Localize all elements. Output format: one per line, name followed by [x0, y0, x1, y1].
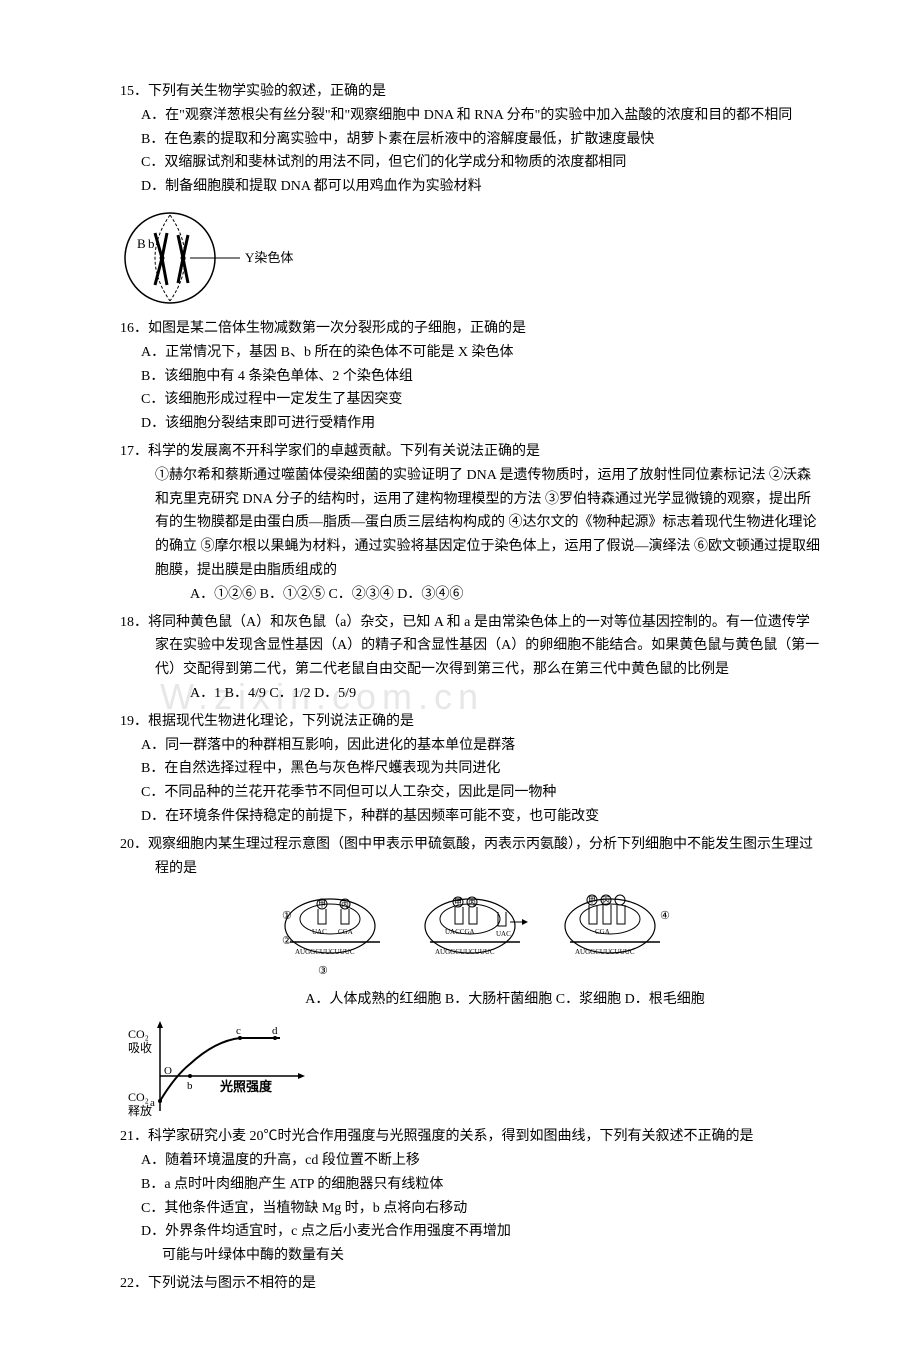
q20-opts: A．人体成熟的红细胞 B．大肠杆菌细胞 C．浆细胞 D．根毛细胞: [120, 988, 820, 1012]
q20-seq3: AUGGCUUCUUUC: [575, 948, 635, 956]
question-17: 17．科学的发展离不开科学家们的卓越贡献。下列有关说法正确的是 ①赫尔希和蔡斯通…: [120, 440, 820, 607]
q20-c2: ②: [282, 935, 292, 947]
q20-stem: 20．观察细胞内某生理过程示意图（图中甲表示甲硫氨酸，丙表示丙氨酸），分析下列细…: [120, 833, 820, 881]
q20-c3: ③: [318, 965, 328, 977]
q19-opt-b: B．在自然选择过程中，黑色与灰色桦尺蠖表现为共同进化: [120, 757, 820, 781]
q18-num: 18．: [120, 615, 148, 630]
q16-opt-b: B．该细胞中有 4 条染色单体、2 个染色体组: [120, 365, 820, 389]
question-21: 21．科学家研究小麦 20℃时光合作用强度与光照强度的关系，得到如图曲线，下列有…: [120, 1125, 820, 1268]
q15-opt-c: C．双缩脲试剂和斐林试剂的用法不同，但它们的化学成分和物质的浓度都相同: [120, 151, 820, 175]
q21-y2b: 释放: [128, 1103, 152, 1118]
q15-stem: 15．下列有关生物学实验的叙述，正确的是: [120, 80, 820, 104]
q16-opt-d: D．该细胞分裂结束即可进行受精作用: [120, 412, 820, 436]
q20-anti2: UACCGA: [445, 928, 475, 936]
q18-stem: 18．将同种黄色鼠（A）和灰色鼠（a）杂交，已知 A 和 a 是由常染色体上的一…: [120, 611, 820, 682]
q19-stem-text: 根据现代生物进化理论，下列说法正确的是: [148, 714, 414, 729]
q20-bing3: 丙: [602, 896, 610, 905]
y-chromosome-label: Y染色体: [245, 250, 293, 265]
question-22: 22．下列说法与图示不相符的是: [120, 1272, 820, 1296]
question-19: 19．根据现代生物进化理论，下列说法正确的是 A．同一群落中的种群相互影响，因此…: [120, 710, 820, 829]
q20-cga3: CGA: [595, 928, 610, 936]
q16-opt-c: C．该细胞形成过程中一定发生了基因突变: [120, 388, 820, 412]
q15-opt-d: D．制备细胞膜和提取 DNA 都可以用鸡血作为实验材料: [120, 175, 820, 199]
q20-c4: ④: [660, 910, 670, 922]
question-18: 18．将同种黄色鼠（A）和灰色鼠（a）杂交，已知 A 和 a 是由常染色体上的一…: [120, 611, 820, 706]
q15-stem-text: 下列有关生物学实验的叙述，正确的是: [148, 84, 386, 99]
q19-opt-c: C．不同品种的兰花开花季节不同但可以人工杂交，因此是同一物种: [120, 781, 820, 805]
q22-stem-text: 下列说法与图示不相符的是: [148, 1276, 316, 1291]
q21-y2: CO₂: [128, 1090, 149, 1104]
q21-stem: 21．科学家研究小麦 20℃时光合作用强度与光照强度的关系，得到如图曲线，下列有…: [120, 1125, 820, 1149]
q18-stem-text: 将同种黄色鼠（A）和灰色鼠（a）杂交，已知 A 和 a 是由常染色体上的一对等位…: [148, 615, 819, 678]
q21-figure: CO₂ 吸收 CO₂ 释放 O a b c d 光照强度: [120, 1016, 820, 1121]
q17-stem: 17．科学的发展离不开科学家们的卓越贡献。下列有关说法正确的是: [120, 440, 820, 464]
q21-num: 21．: [120, 1129, 148, 1144]
q21-y1: CO₂: [128, 1027, 149, 1041]
question-15: 15．下列有关生物学实验的叙述，正确的是 A．在"观察洋葱根尖有丝分裂"和"观察…: [120, 80, 820, 199]
q16-figure: B b Y染色体: [120, 203, 820, 313]
translation-diagram-icon: ① ② ③ 甲 丙 UAC CGA AUGGCUUCUUUC 甲 丙: [240, 884, 700, 984]
q21-opt-d2: 可能与叶绿体中酶的数量有关: [120, 1244, 820, 1268]
q16-num: 16．: [120, 321, 148, 336]
q20-jia2: 甲: [454, 898, 462, 907]
q21-xlabel: 光照强度: [219, 1079, 273, 1094]
q20-uac-out: UAC: [496, 930, 511, 938]
q21-y1b: 吸收: [128, 1041, 152, 1055]
q17-stem-text: 科学的发展离不开科学家们的卓越贡献。下列有关说法正确的是: [148, 444, 540, 459]
q17-num: 17．: [120, 444, 148, 459]
q20-seq2: AUGGCUUCUUUC: [435, 948, 495, 956]
allele-b-label: b: [148, 236, 155, 251]
question-20: 20．观察细胞内某生理过程示意图（图中甲表示甲硫氨酸，丙表示丙氨酸），分析下列细…: [120, 833, 820, 1012]
q16-stem: 16．如图是某二倍体生物减数第一次分裂形成的子细胞，正确的是: [120, 317, 820, 341]
q20-figure: ① ② ③ 甲 丙 UAC CGA AUGGCUUCUUUC 甲 丙: [120, 884, 820, 984]
q21-O: O: [164, 1065, 172, 1077]
q21-opt-c: C．其他条件适宜，当植物缺 Mg 时，b 点将向右移动: [120, 1197, 820, 1221]
q15-opt-a: A．在"观察洋葱根尖有丝分裂"和"观察细胞中 DNA 和 RNA 分布"的实验中…: [120, 104, 820, 128]
q21-opt-d: D．外界条件均适宜时，c 点之后小麦光合作用强度不再增加: [120, 1220, 820, 1244]
q18-opts: A．1 B．4/9 C．1/2 D．5/9: [120, 682, 820, 706]
q21-b: b: [187, 1080, 193, 1092]
q22-num: 22．: [120, 1276, 148, 1291]
q22-stem: 22．下列说法与图示不相符的是: [120, 1272, 820, 1296]
q20-seq1: AUGGCUUCUUUC: [295, 948, 355, 956]
q20-num: 20．: [120, 837, 148, 852]
light-curve-icon: CO₂ 吸收 CO₂ 释放 O a b c d 光照强度: [120, 1016, 320, 1121]
q19-opt-d: D．在环境条件保持稳定的前提下，种群的基因频率可能不变，也可能改变: [120, 805, 820, 829]
q21-c: c: [236, 1025, 241, 1037]
q20-bing1: 丙: [341, 900, 349, 909]
q17-opts: A．①②⑥ B．①②⑤ C．②③④ D．③④⑥: [120, 583, 820, 607]
q21-d: d: [272, 1025, 278, 1037]
allele-B-label: B: [137, 236, 146, 251]
q16-opt-a: A．正常情况下，基因 B、b 所在的染色体不可能是 X 染色体: [120, 341, 820, 365]
q20-c1: ①: [282, 910, 292, 922]
q19-stem: 19．根据现代生物进化理论，下列说法正确的是: [120, 710, 820, 734]
question-16: 16．如图是某二倍体生物减数第一次分裂形成的子细胞，正确的是 A．正常情况下，基…: [120, 317, 820, 436]
q21-opt-a: A．随着环境温度的升高，cd 段位置不断上移: [120, 1149, 820, 1173]
cell-diagram-icon: B b Y染色体: [120, 203, 330, 313]
q20-uac1: UAC: [312, 928, 327, 936]
q19-num: 19．: [120, 714, 148, 729]
q17-body: ①赫尔希和蔡斯通过噬菌体侵染细菌的实验证明了 DNA 是遗传物质时，运用了放射性…: [120, 464, 820, 583]
q20-bing2: 丙: [468, 898, 476, 907]
q20-jia1: 甲: [318, 900, 326, 909]
q15-opt-b: B．在色素的提取和分离实验中，胡萝卜素在层析液中的溶解度最低，扩散速度最快: [120, 128, 820, 152]
q15-num: 15．: [120, 84, 148, 99]
q21-stem-text: 科学家研究小麦 20℃时光合作用强度与光照强度的关系，得到如图曲线，下列有关叙述…: [148, 1129, 754, 1144]
q20-jia3: 甲: [588, 896, 596, 905]
q16-stem-text: 如图是某二倍体生物减数第一次分裂形成的子细胞，正确的是: [148, 321, 526, 336]
q19-opt-a: A．同一群落中的种群相互影响，因此进化的基本单位是群落: [120, 734, 820, 758]
q21-opt-b: B．a 点时叶肉细胞产生 ATP 的细胞器只有线粒体: [120, 1173, 820, 1197]
q20-cga1: CGA: [338, 928, 353, 936]
q21-a: a: [150, 1097, 155, 1109]
q20-stem-text: 观察细胞内某生理过程示意图（图中甲表示甲硫氨酸，丙表示丙氨酸），分析下列细胞中不…: [148, 837, 813, 876]
